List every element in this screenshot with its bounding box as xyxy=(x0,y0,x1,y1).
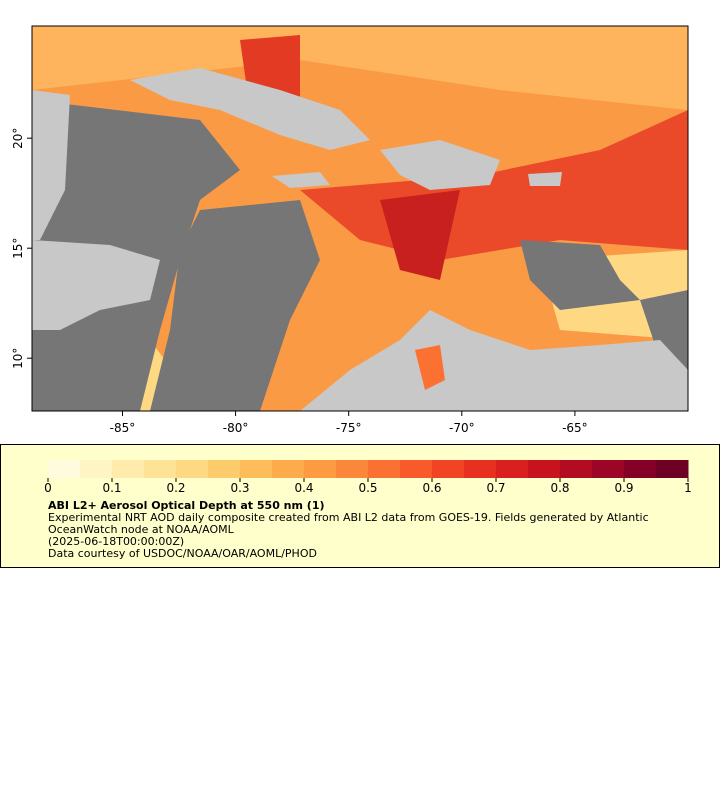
title: ABI L2+ Aerosol Optical Depth at 550 nm … xyxy=(48,499,325,512)
land xyxy=(528,172,562,186)
x-tick-label: -65° xyxy=(562,421,588,435)
description: Experimental NRT AOD daily composite cre… xyxy=(48,511,649,536)
colorbar-tick-label: 0.5 xyxy=(358,481,377,495)
colorbar-swatch xyxy=(464,460,497,478)
colorbar-swatch xyxy=(656,460,689,478)
aod-field xyxy=(380,190,460,280)
colorbar-swatch xyxy=(592,460,625,478)
colorbar-swatch xyxy=(624,460,657,478)
map-field xyxy=(31,25,689,412)
land xyxy=(32,90,70,240)
colorbar-swatch xyxy=(272,460,305,478)
no-data xyxy=(520,240,640,310)
colorbar-swatch xyxy=(112,460,145,478)
colorbar-swatch xyxy=(432,460,465,478)
colorbar-tick-label: 0.7 xyxy=(486,481,505,495)
colorbar-swatch xyxy=(368,460,401,478)
time: (2025-06-18T00:00:00Z) xyxy=(48,535,185,548)
colorbar-tick-label: 0.8 xyxy=(550,481,569,495)
y-tick-label: 15° xyxy=(11,238,25,259)
land xyxy=(272,172,330,188)
colorbar-tick-label: 0.3 xyxy=(230,481,249,495)
colorbar-swatch xyxy=(560,460,593,478)
x-tick-label: -85° xyxy=(110,421,136,435)
colorbar-tick-label: 0.1 xyxy=(102,481,121,495)
y-tick-label: 10° xyxy=(11,348,25,369)
land xyxy=(32,240,160,330)
colorbar-swatch xyxy=(304,460,337,478)
legend-text: ABI L2+ Aerosol Optical Depth at 550 nm … xyxy=(48,500,688,560)
colorbar-swatch xyxy=(240,460,273,478)
colorbar-swatch xyxy=(336,460,369,478)
colorbar-tick-label: 1 xyxy=(684,481,692,495)
colorbar-swatch xyxy=(48,460,81,478)
colorbar-swatch xyxy=(496,460,529,478)
map-frame xyxy=(31,25,689,412)
colorbar-swatch xyxy=(528,460,561,478)
colorbar-swatch xyxy=(144,460,177,478)
land xyxy=(300,310,688,411)
colorbar-tick-label: 0.4 xyxy=(294,481,313,495)
colorbar-swatch xyxy=(176,460,209,478)
x-tick-label: -80° xyxy=(223,421,249,435)
colorbar-tick-label: 0.2 xyxy=(166,481,185,495)
x-tick-label: -75° xyxy=(336,421,362,435)
y-tick-label: 20° xyxy=(11,128,25,149)
colorbar-swatch xyxy=(208,460,241,478)
land xyxy=(130,68,370,150)
credit: Data courtesy of USDOC/NOAA/OAR/AOML/PHO… xyxy=(48,547,317,560)
colorbar-swatch xyxy=(80,460,113,478)
colorbar-swatch xyxy=(400,460,433,478)
aod-field xyxy=(415,345,445,390)
colorbar-tick-label: 0.9 xyxy=(614,481,633,495)
no-data xyxy=(150,200,320,411)
land xyxy=(380,140,500,190)
colorbar-tick-label: 0 xyxy=(44,481,52,495)
no-data xyxy=(640,290,688,370)
colorbar-tick-label: 0.6 xyxy=(422,481,441,495)
aod-field xyxy=(32,26,688,110)
x-tick-label: -70° xyxy=(449,421,475,435)
